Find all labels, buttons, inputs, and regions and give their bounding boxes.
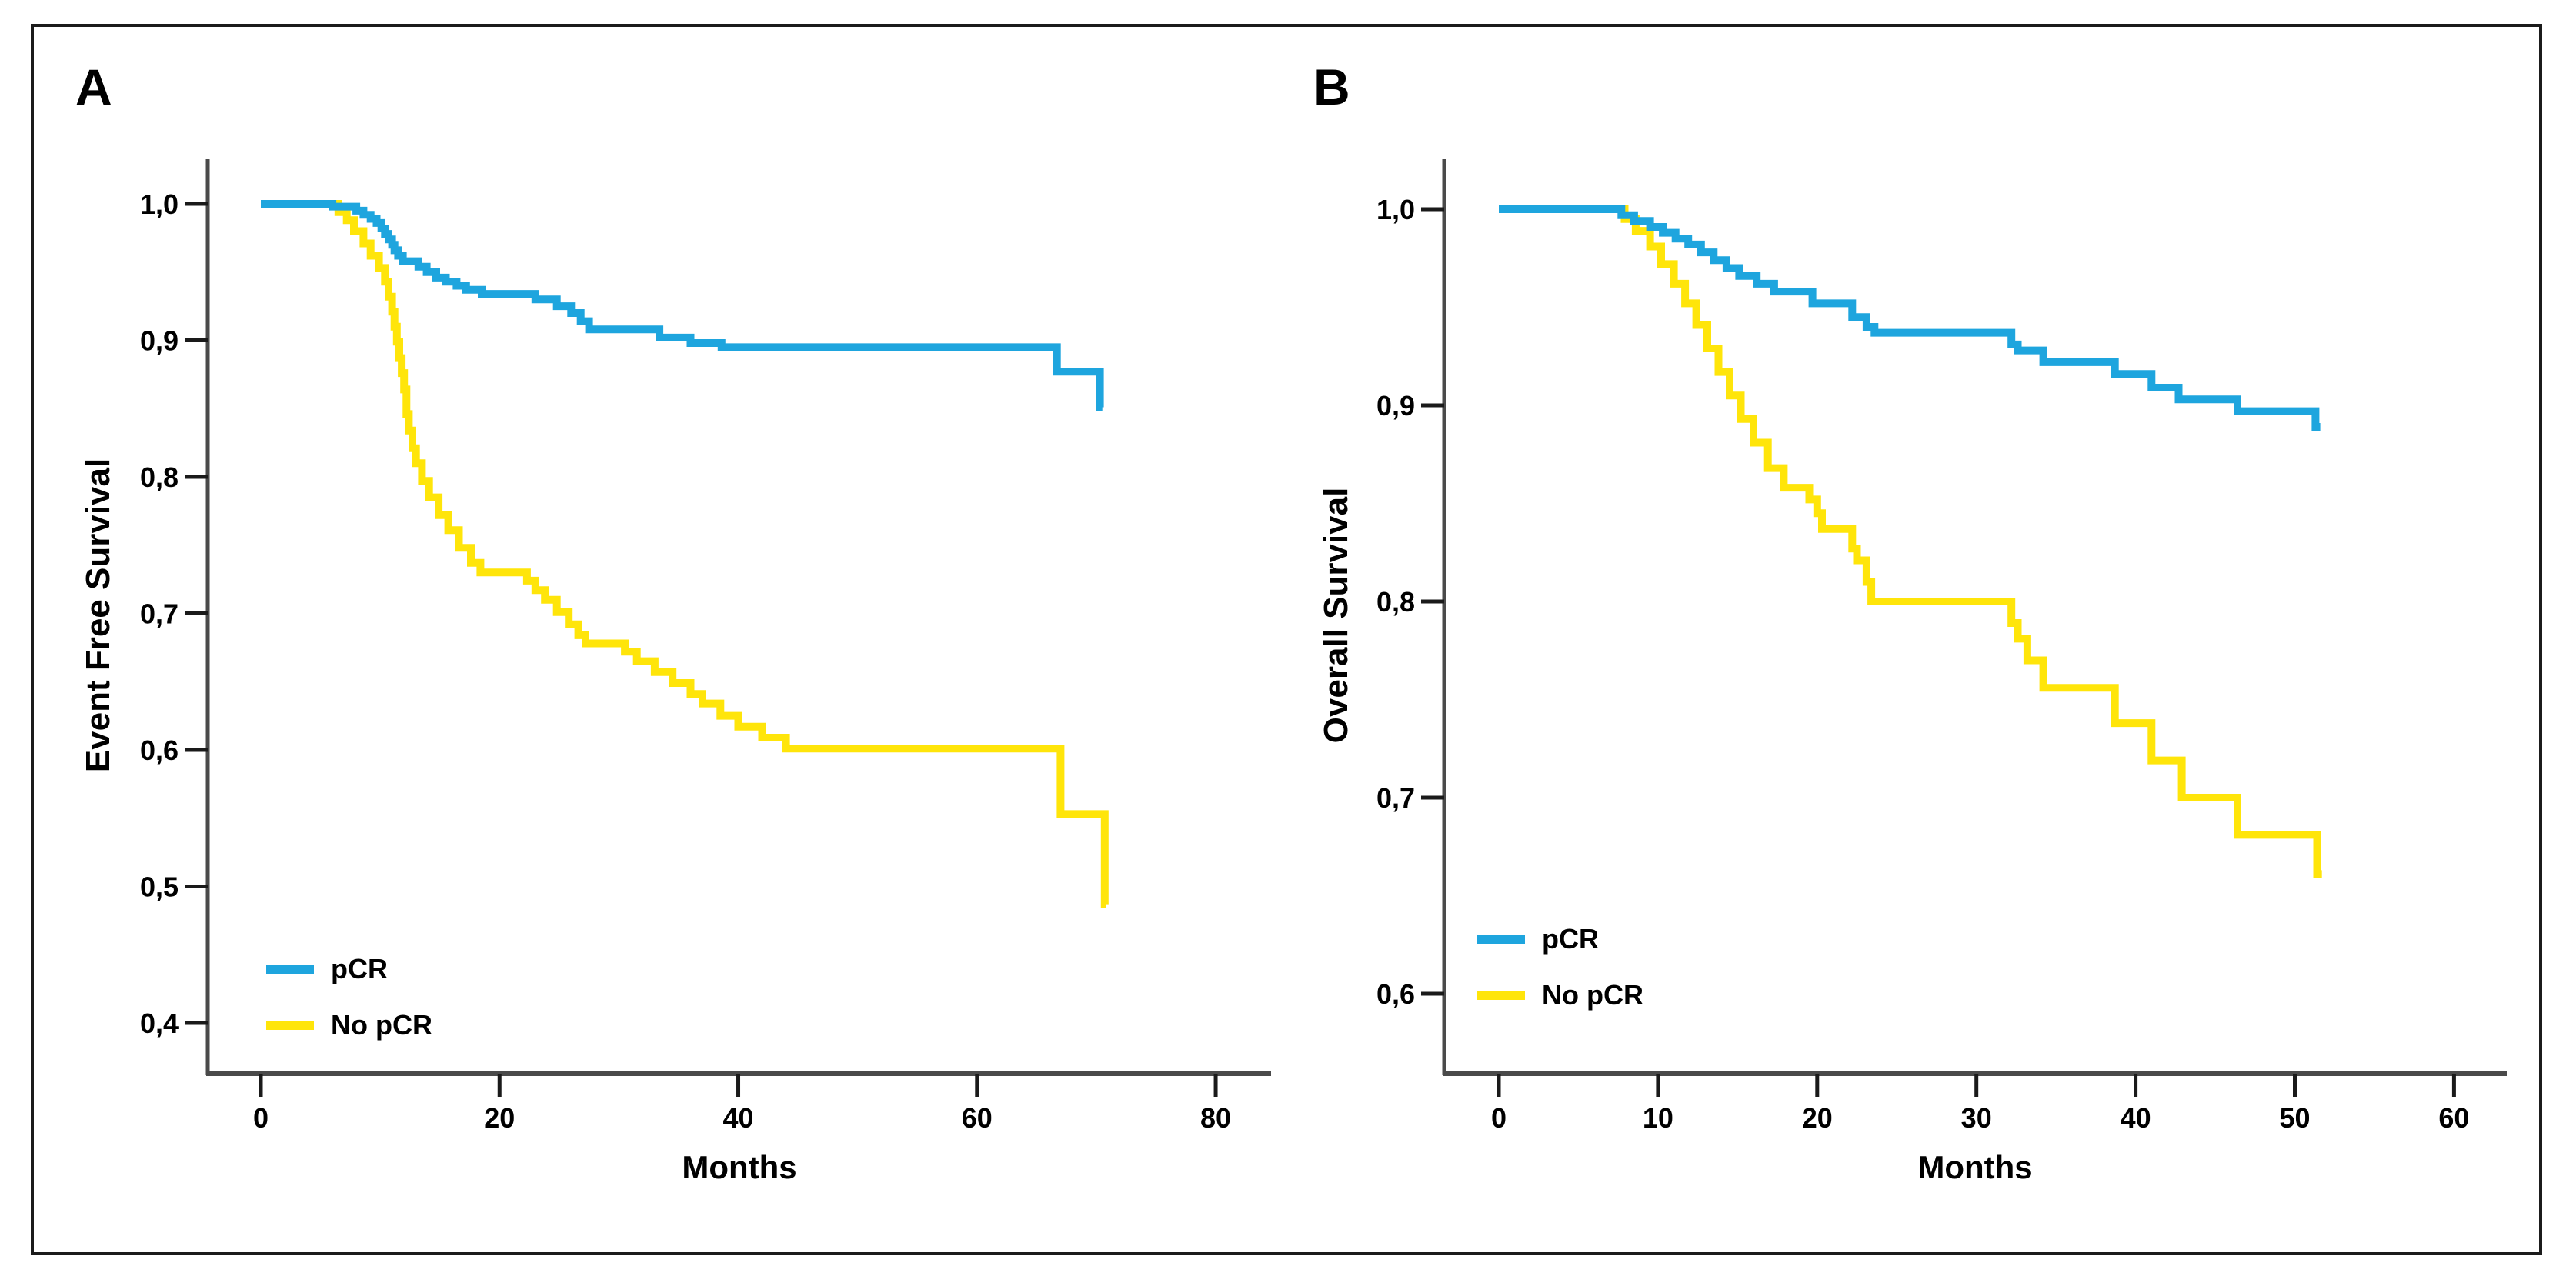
km-curve-pcr-a [261, 200, 1104, 411]
y-tick-label-b: 0,8 [1376, 586, 1415, 618]
panel-b-legend-item-pcr: pCR [1477, 924, 1599, 955]
panel-b-x-axis-title: Months [1917, 1149, 2033, 1185]
panel-a-letter: A [75, 58, 112, 115]
y-tick-label-b: 1,0 [1376, 194, 1415, 225]
y-tick-label-a: 1,0 [140, 188, 179, 220]
no-pcr-legend-label: No pCR [1542, 979, 1643, 1011]
panel-a-legend-item-no-pcr: No pCR [266, 1010, 432, 1041]
x-tick-label-a: 80 [1200, 1102, 1231, 1134]
x-tick-label-a: 20 [484, 1102, 515, 1134]
no-pcr-legend-label: No pCR [331, 1009, 432, 1041]
y-tick-label-a: 0,7 [140, 598, 179, 630]
y-tick-label-a: 0,9 [140, 325, 179, 357]
figure-border [31, 24, 2542, 1255]
pcr-legend-label: pCR [1542, 923, 1599, 955]
panel-a-x-axis-title: Months [682, 1149, 797, 1185]
panel-b-letter: B [1313, 58, 1350, 115]
km-curve-no-pcr-b [1499, 205, 2322, 878]
panel-a-y-axis-title: Event Free Survival [79, 458, 117, 773]
x-tick-label-a: 0 [253, 1102, 269, 1134]
x-tick-label-b: 10 [1643, 1102, 1673, 1134]
x-tick-label-a: 60 [962, 1102, 993, 1134]
panel-b-legend-item-no-pcr: No pCR [1477, 980, 1643, 1011]
y-tick-label-b: 0,6 [1376, 978, 1415, 1010]
x-tick-label-b: 50 [2279, 1102, 2310, 1134]
x-tick-label-b: 0 [1491, 1102, 1507, 1134]
x-tick-label-b: 20 [1802, 1102, 1833, 1134]
y-tick-label-a: 0,6 [140, 735, 179, 766]
x-tick-label-b: 30 [1961, 1102, 1992, 1134]
no-pcr-line-swatch [1477, 991, 1525, 1000]
x-tick-label-b: 40 [2121, 1102, 2151, 1134]
km-curve-pcr-b [1499, 205, 2321, 431]
x-tick-label-a: 40 [722, 1102, 753, 1134]
panel-b-y-axis-title: Overall Survival [1317, 487, 1355, 744]
panel-a-legend-item-pcr: pCR [266, 954, 388, 984]
pcr-line-swatch [1477, 935, 1525, 944]
y-tick-label-b: 0,7 [1376, 782, 1415, 814]
x-tick-label-b: 60 [2438, 1102, 2469, 1134]
y-tick-label-a: 0,5 [140, 871, 179, 903]
pcr-line-swatch [266, 964, 314, 974]
y-tick-label-b: 0,9 [1376, 390, 1415, 421]
km-curve-no-pcr-a [261, 200, 1109, 908]
y-tick-label-a: 0,8 [140, 461, 179, 493]
y-tick-label-a: 0,4 [140, 1008, 179, 1039]
pcr-legend-label: pCR [331, 953, 388, 984]
no-pcr-line-swatch [266, 1021, 314, 1030]
